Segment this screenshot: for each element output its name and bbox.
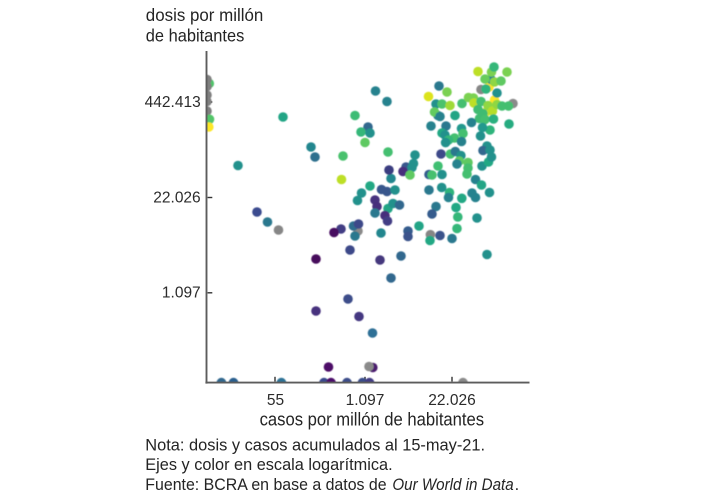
svg-text:Fuente: BCRA en base a datos d: Fuente: BCRA en base a datos de (145, 476, 386, 494)
svg-text:Our World in Data: Our World in Data (392, 476, 513, 494)
svg-text:Nota: dosis y casos acumulados: Nota: dosis y casos acumulados al 15-may… (145, 437, 485, 455)
svg-text:55: 55 (267, 392, 284, 409)
svg-text:de habitantes: de habitantes (146, 26, 245, 46)
svg-text:.: . (515, 476, 520, 494)
svg-text:22.026: 22.026 (153, 189, 200, 206)
svg-text:dosis por millón: dosis por millón (146, 5, 263, 25)
svg-text:22.026: 22.026 (428, 392, 475, 409)
svg-text:Ejes y color en escala logarít: Ejes y color en escala logarítmica. (145, 456, 392, 474)
svg-text:1.097: 1.097 (162, 285, 201, 302)
svg-text:442.413: 442.413 (145, 94, 201, 111)
svg-text:1.097: 1.097 (346, 392, 385, 409)
svg-text:casos por millón de habitantes: casos por millón de habitantes (260, 410, 485, 430)
